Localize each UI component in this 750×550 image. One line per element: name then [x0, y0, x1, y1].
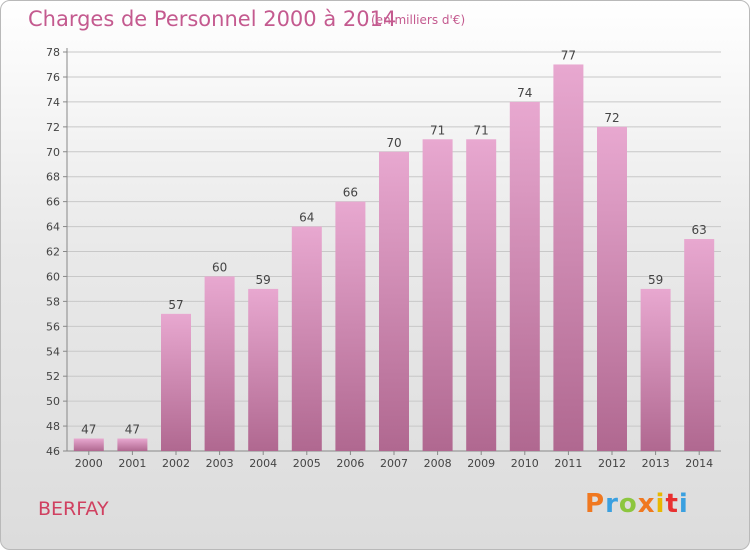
y-tick-label: 70	[46, 146, 60, 159]
bar-value-label: 47	[125, 423, 140, 437]
chart-title: Charges de Personnel 2000 à 2014	[28, 7, 397, 31]
x-tick-label: 2001	[118, 457, 146, 470]
bar-value-label: 63	[692, 223, 707, 237]
place-name: BERFAY	[38, 498, 109, 520]
y-tick-label: 68	[46, 171, 60, 184]
x-tick-label: 2003	[206, 457, 234, 470]
bar	[509, 101, 540, 451]
bar-value-label: 60	[212, 260, 227, 274]
y-tick-label: 72	[46, 121, 60, 134]
bar-value-label: 72	[604, 111, 619, 125]
y-tick-label: 54	[46, 345, 60, 358]
bar-value-label: 71	[430, 123, 445, 137]
x-tick-label: 2007	[380, 457, 408, 470]
x-tick-label: 2008	[424, 457, 452, 470]
y-tick-label: 66	[46, 196, 60, 209]
logo-letter: r	[605, 489, 619, 519]
bar-value-label: 59	[256, 273, 271, 287]
x-tick-label: 2000	[75, 457, 103, 470]
x-tick-label: 2012	[598, 457, 626, 470]
y-tick-label: 52	[46, 370, 60, 383]
bar-value-label: 64	[299, 211, 314, 225]
y-tick-label: 60	[46, 270, 60, 283]
y-tick-label: 74	[46, 96, 60, 109]
x-tick-label: 2009	[467, 457, 495, 470]
bar-value-label: 70	[386, 136, 401, 150]
bar	[248, 288, 279, 451]
x-tick-label: 2013	[642, 457, 670, 470]
logo-letter: i	[678, 489, 689, 519]
y-tick-label: 46	[46, 445, 60, 458]
bar-value-label: 71	[474, 123, 489, 137]
y-tick-label: 50	[46, 395, 60, 408]
bar	[335, 201, 366, 451]
x-tick-label: 2005	[293, 457, 321, 470]
bar	[117, 438, 148, 451]
bar	[597, 126, 627, 451]
bar	[553, 64, 584, 451]
bar	[161, 313, 191, 451]
proxiti-logo: Proxiti	[585, 489, 689, 519]
y-tick-label: 78	[46, 46, 60, 59]
x-tick-label: 2004	[249, 457, 277, 470]
chart-unit: (en milliers d'€)	[371, 13, 466, 27]
x-tick-label: 2014	[685, 457, 713, 470]
x-tick-label: 2006	[336, 457, 364, 470]
x-tick-label: 2011	[554, 457, 582, 470]
x-tick-label: 2002	[162, 457, 190, 470]
bar	[73, 438, 104, 451]
bar-value-label: 77	[561, 48, 576, 62]
y-tick-label: 56	[46, 320, 60, 333]
bar	[291, 226, 322, 451]
bar-value-label: 57	[168, 298, 183, 312]
logo-letter: o	[618, 489, 638, 519]
y-tick-label: 64	[46, 221, 60, 234]
logo-letter: t	[665, 489, 679, 519]
x-tick-label: 2010	[511, 457, 539, 470]
y-tick-label: 76	[46, 71, 60, 84]
y-tick-label: 58	[46, 295, 60, 308]
bar-value-label: 47	[81, 423, 96, 437]
y-tick-label: 62	[46, 246, 60, 259]
bar	[379, 151, 409, 451]
bar	[640, 288, 671, 451]
bar	[422, 139, 453, 451]
bar-value-label: 66	[343, 186, 358, 200]
bar	[684, 239, 715, 451]
bar-value-label: 59	[648, 273, 663, 287]
logo-letter: x	[637, 489, 656, 519]
bar	[204, 276, 235, 451]
y-tick-label: 48	[46, 420, 60, 433]
logo-letter: P	[585, 489, 606, 519]
bar	[466, 139, 497, 451]
logo-letter: i	[655, 489, 666, 519]
bar-value-label: 74	[517, 86, 532, 100]
